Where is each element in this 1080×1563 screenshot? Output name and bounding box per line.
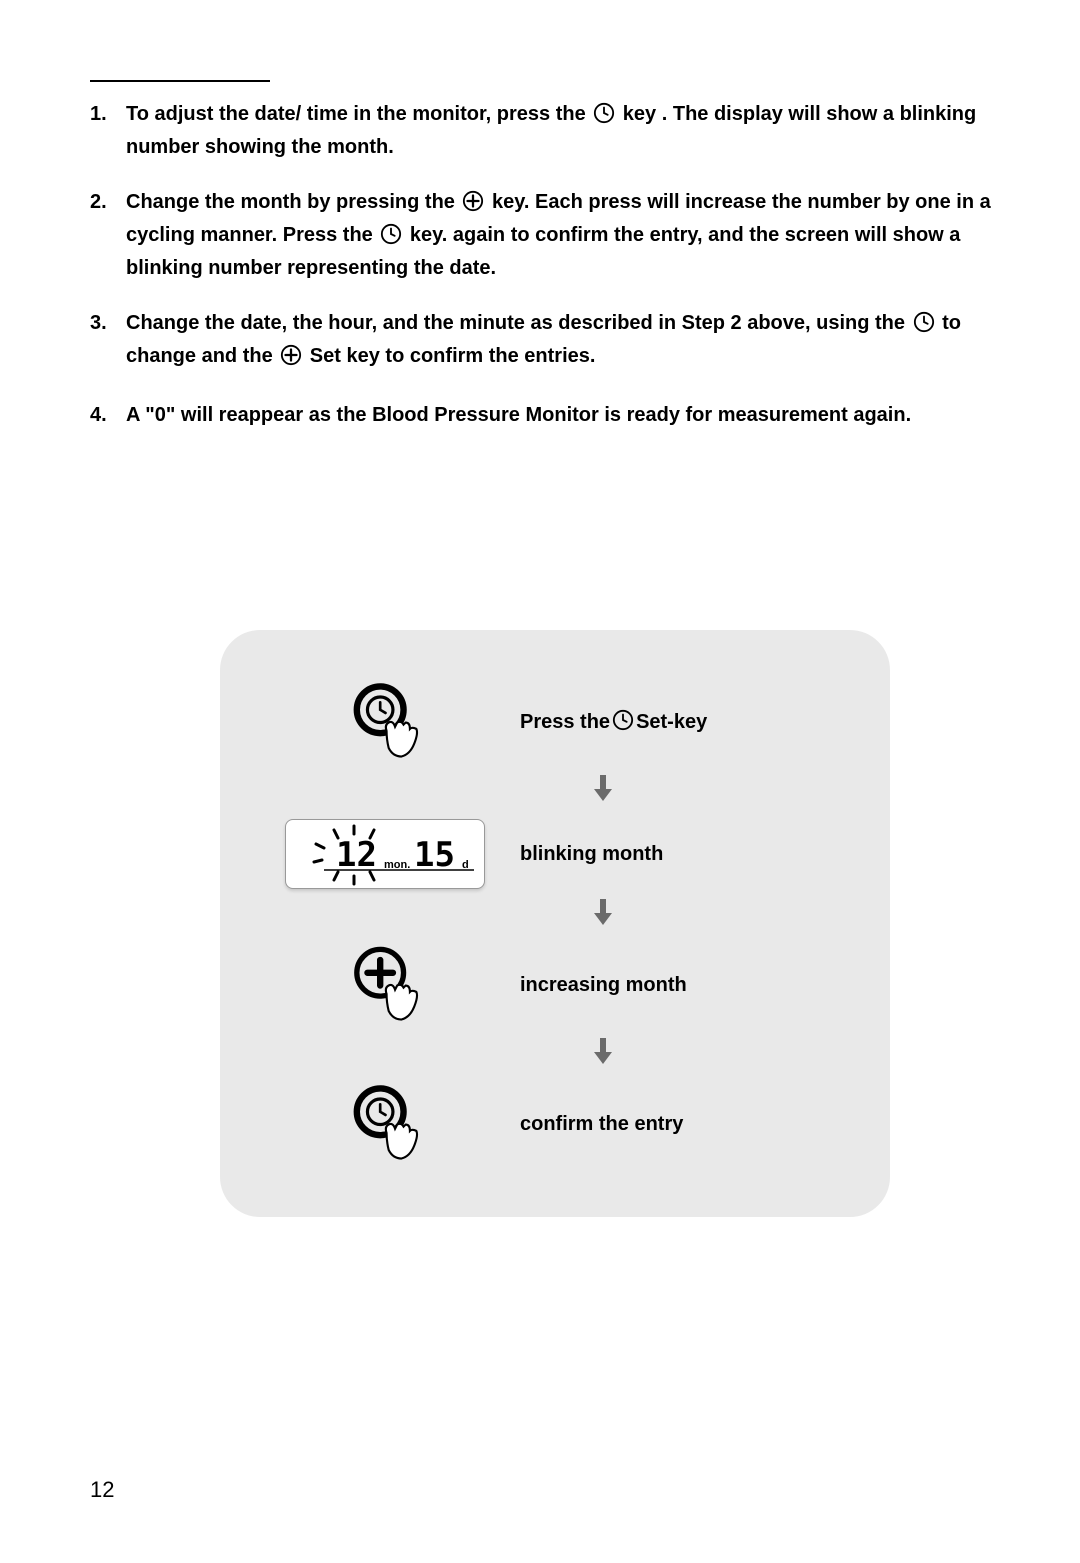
diagram-label-cell: increasing month (490, 974, 820, 997)
diagram-label: blinking month (520, 843, 663, 866)
plus-icon (280, 344, 302, 375)
press-clock-icon (343, 1082, 428, 1167)
diagram-label-suffix: Set-key (636, 711, 707, 734)
instruction-number: 2. (90, 188, 126, 283)
diagram-label: confirm the entry (520, 1113, 683, 1136)
lcd-display: 12 mon. 15 d (285, 819, 485, 889)
instruction-item: 1.To adjust the date/ time in the monito… (90, 100, 1020, 162)
diagram-icon-cell (280, 680, 490, 765)
diagram-row: Press the Set-key (280, 680, 820, 765)
arrow-down (280, 775, 820, 801)
instruction-text: A "0" will reappear as the Blood Pressur… (126, 401, 1020, 430)
instruction-item: 3.Change the date, the hour, and the min… (90, 309, 1020, 375)
svg-text:12: 12 (336, 835, 377, 875)
instruction-number: 3. (90, 309, 126, 375)
page-number: 12 (90, 1477, 114, 1503)
diagram-row: increasing month (280, 943, 820, 1028)
instruction-number: 4. (90, 401, 126, 430)
diagram-icon-cell (280, 1082, 490, 1167)
diagram-box: Press the Set-key 12 mon. 15 d blinking … (220, 630, 890, 1217)
diagram-row: 12 mon. 15 d blinking month (280, 819, 820, 889)
instruction-list: 1.To adjust the date/ time in the monito… (90, 100, 1020, 430)
press-clock-icon (343, 680, 428, 765)
arrow-down (280, 1038, 820, 1064)
diagram-icon-cell: 12 mon. 15 d (280, 819, 490, 889)
instruction-number: 1. (90, 100, 126, 162)
press-plus-icon (343, 943, 428, 1028)
instruction-text: To adjust the date/ time in the monitor,… (126, 100, 1020, 162)
diagram-label: Press the (520, 711, 610, 734)
clock-icon (612, 709, 634, 737)
clock-icon (913, 311, 935, 342)
diagram-label-cell: Press the Set-key (490, 709, 820, 737)
instruction-text: Change the date, the hour, and the minut… (126, 309, 1020, 375)
clock-icon (380, 223, 402, 254)
instruction-item: 2.Change the month by pressing the key. … (90, 188, 1020, 283)
diagram-label: increasing month (520, 974, 687, 997)
instruction-text: Change the month by pressing the key. Ea… (126, 188, 1020, 283)
instruction-item: 4.A "0" will reappear as the Blood Press… (90, 401, 1020, 430)
plus-icon (462, 190, 484, 221)
clock-icon (593, 102, 615, 133)
svg-text:mon.: mon. (384, 859, 410, 871)
diagram-icon-cell (280, 943, 490, 1028)
section-underline (90, 80, 270, 82)
svg-text:15: 15 (414, 835, 455, 875)
arrow-down (280, 899, 820, 925)
diagram-label-cell: blinking month (490, 843, 820, 866)
diagram-label-cell: confirm the entry (490, 1113, 820, 1136)
svg-text:d: d (462, 859, 469, 871)
diagram-row: confirm the entry (280, 1082, 820, 1167)
